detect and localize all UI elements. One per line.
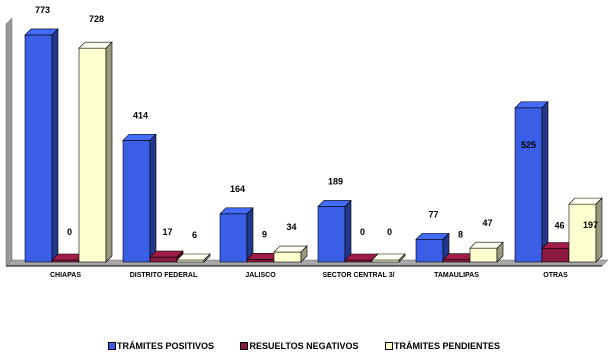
bar <box>24 28 59 263</box>
bar-front <box>568 203 597 263</box>
bar-front <box>514 107 543 263</box>
bar <box>78 41 113 263</box>
value-label: 6 <box>192 230 197 240</box>
bar-front <box>149 256 178 263</box>
value-label: 773 <box>35 5 50 15</box>
bar-side <box>595 197 603 263</box>
bar-front <box>273 251 302 263</box>
bar <box>176 253 211 263</box>
bar-front <box>78 47 107 263</box>
category-label: DISTRITO FEDERAL <box>130 272 198 279</box>
value-label: 9 <box>262 229 267 239</box>
legend-item-pendientes: TRÁMITES PENDIENTES <box>385 341 500 351</box>
bar <box>219 207 254 263</box>
category-label: JALISCO <box>245 272 276 279</box>
value-label: 77 <box>428 209 438 219</box>
bar <box>122 133 157 263</box>
bar-front <box>541 248 570 263</box>
bar-side <box>398 253 406 263</box>
legend-item-positivos: TRÁMITES POSITIVOS <box>107 341 214 351</box>
value-label: 197 <box>583 220 598 230</box>
bar-side <box>105 41 113 263</box>
bar-side <box>51 28 59 263</box>
bar <box>371 253 406 263</box>
bar-side <box>149 133 157 263</box>
bar <box>568 197 603 263</box>
bar-side <box>300 245 308 263</box>
legend-label-pendientes: TRÁMITES PENDIENTES <box>394 341 501 351</box>
category-label: SECTOR CENTRAL 3/ <box>322 272 394 279</box>
bar-front <box>442 259 471 263</box>
bar-front <box>415 239 444 263</box>
bar <box>469 241 504 263</box>
legend: TRÁMITES POSITIVOS RESUELTOS NEGATIVOS T… <box>0 341 608 352</box>
left-wall <box>5 17 13 267</box>
value-label: 34 <box>286 222 296 232</box>
category-label: TAMAULIPAS <box>434 272 479 279</box>
bar-front <box>246 259 275 263</box>
bar-side <box>496 241 504 263</box>
category-label: OTRAS <box>543 272 568 279</box>
bar-side <box>203 253 211 263</box>
value-label: 525 <box>521 140 536 150</box>
bar-side <box>344 199 352 263</box>
bar-front <box>469 247 498 263</box>
bar <box>415 232 450 263</box>
bar-front <box>122 140 151 263</box>
legend-label-positivos: TRÁMITES POSITIVOS <box>116 341 214 351</box>
value-label: 414 <box>133 110 148 120</box>
value-label: 8 <box>458 230 463 240</box>
value-labels: 773 0 728 414 17 6 164 9 34 189 0 0 77 8 47 525 46 197 <box>35 5 598 240</box>
value-label: 47 <box>482 218 492 228</box>
value-label: 0 <box>360 227 365 237</box>
value-label: 46 <box>554 220 564 230</box>
value-label: 0 <box>67 227 72 237</box>
legend-swatch-pendientes <box>385 342 394 350</box>
bar <box>514 101 549 263</box>
value-label: 189 <box>328 176 343 186</box>
value-label: 164 <box>230 184 245 194</box>
legend-item-negativos: RESUELTOS NEGATIVOS <box>240 341 359 351</box>
bar-front <box>24 34 53 263</box>
value-label: 0 <box>387 227 392 237</box>
legend-swatch-negativos <box>240 342 249 350</box>
bar-front <box>219 213 248 263</box>
bar <box>273 245 308 263</box>
bar-side <box>541 101 549 263</box>
category-labels: CHIAPAS DISTRITO FEDERAL JALISCO SECTOR CEN… <box>50 272 568 279</box>
value-label: 728 <box>89 14 104 24</box>
bar-front <box>317 206 346 263</box>
bar <box>317 199 352 263</box>
legend-swatch-positivos <box>107 342 116 350</box>
legend-label-negativos: RESUELTOS NEGATIVOS <box>249 341 359 351</box>
category-label: CHIAPAS <box>50 272 81 279</box>
value-label: 17 <box>162 227 172 237</box>
chart-bars <box>24 28 603 263</box>
